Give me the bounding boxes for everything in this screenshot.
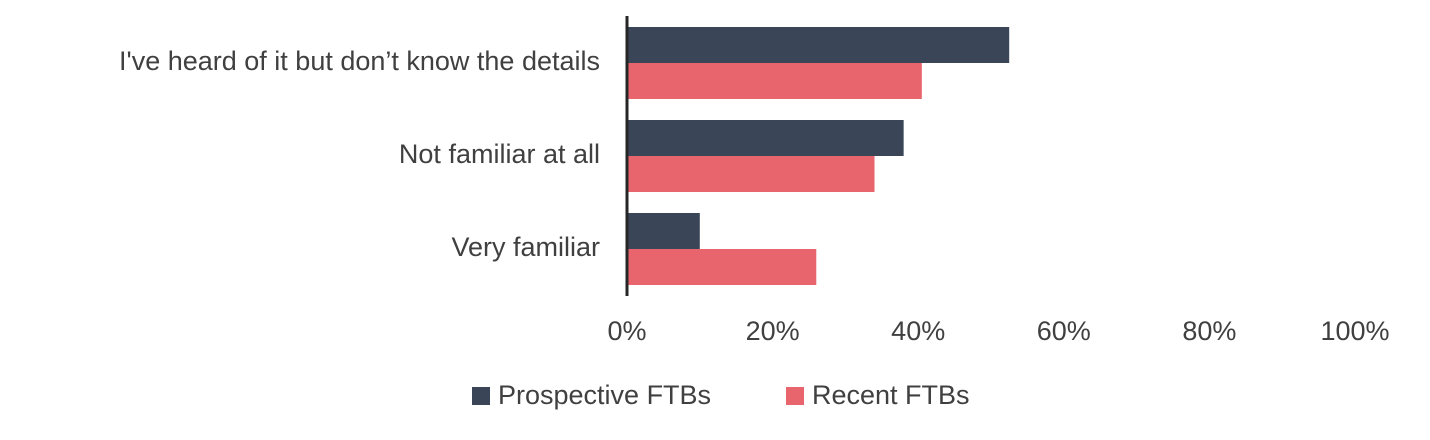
bar xyxy=(627,249,817,285)
x-tick-label: 40% xyxy=(891,316,945,346)
bar xyxy=(627,27,1010,63)
x-tick-label: 0% xyxy=(607,316,646,346)
bar xyxy=(627,63,922,99)
bar xyxy=(627,120,904,156)
x-tick-label: 100% xyxy=(1320,316,1389,346)
legend-swatch xyxy=(472,387,490,405)
legend-label: Recent FTBs xyxy=(812,380,970,410)
legend-swatch xyxy=(786,387,804,405)
legend-label: Prospective FTBs xyxy=(498,380,711,410)
y-tick-label: Very familiar xyxy=(451,232,600,262)
bar xyxy=(627,213,700,249)
y-tick-label: I've heard of it but don’t know the deta… xyxy=(119,46,600,76)
x-tick-label: 20% xyxy=(746,316,800,346)
x-tick-label: 80% xyxy=(1182,316,1236,346)
x-tick-label: 60% xyxy=(1037,316,1091,346)
bar xyxy=(627,156,875,192)
y-tick-label: Not familiar at all xyxy=(399,139,600,169)
